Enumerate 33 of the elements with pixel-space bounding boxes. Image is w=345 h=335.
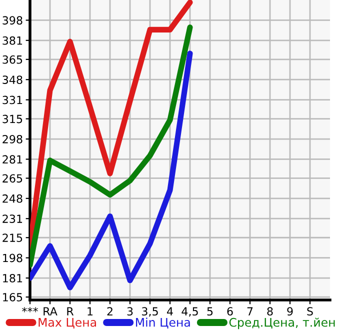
x-tick-label: 9: [287, 307, 293, 316]
legend-label: Max Цена: [38, 318, 96, 328]
y-tick-label: 381: [2, 36, 22, 45]
x-tick-label: 4: [167, 307, 173, 316]
x-tick-label: R: [67, 307, 74, 316]
x-tick-label: S: [307, 307, 313, 316]
y-tick-label: 248: [2, 194, 22, 203]
y-tick-label: 298: [2, 134, 22, 144]
x-tick-label: 3: [127, 307, 133, 316]
y-tick-label: 315: [2, 114, 22, 124]
x-tick-label: 1: [88, 307, 93, 316]
y-tick-label: 198: [3, 254, 22, 262]
y-tick-label: 231: [2, 214, 22, 223]
y-tick-label: 331: [2, 96, 22, 104]
x-tick-label: RA: [44, 307, 58, 316]
y-tick-label: 181: [3, 274, 22, 282]
x-tick-label: 6: [227, 307, 233, 316]
y-tick-label: 365: [2, 55, 22, 64]
x-tick-label: ***: [22, 307, 38, 312]
legend-label: Min Цена: [136, 318, 190, 328]
x-tick-label: 7: [247, 307, 253, 316]
y-tick-label: 348: [2, 76, 22, 84]
x-tick-label: 3,5: [142, 307, 158, 317]
y-tick-label: 398: [2, 16, 22, 25]
x-tick-label: 5: [207, 307, 213, 316]
x-tick-label: 4,5: [182, 307, 198, 317]
x-tick-label: 8: [267, 307, 273, 316]
y-tick-label: 215: [2, 234, 22, 242]
x-tick-label: 2: [107, 307, 112, 316]
legend-label: Сред.Цена, т.йен: [229, 318, 335, 330]
y-tick-label: 265: [2, 174, 22, 183]
y-tick-label: 165: [3, 293, 22, 302]
y-tick-label: 281: [2, 155, 22, 164]
